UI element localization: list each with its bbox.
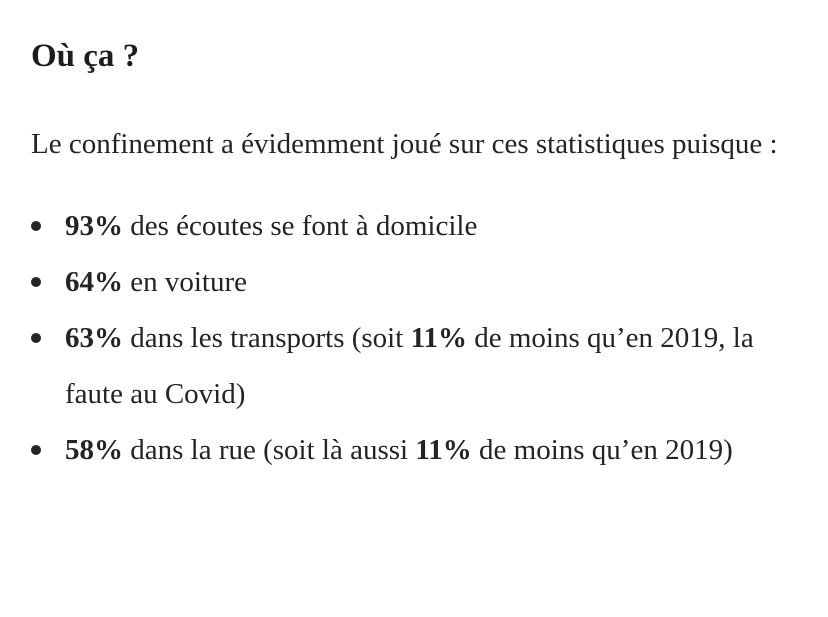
list-item-street: 58% dans la rue (soit là aussi 11% de mo… (31, 422, 811, 478)
stat-text: dans la rue (soit là aussi (123, 434, 416, 466)
list-item-home: 93% des écoutes se font à domicile (31, 198, 811, 254)
list-item-transport: 63% dans les transports (soit 11% de moi… (31, 310, 811, 422)
section-heading: Où ça ? (31, 38, 140, 74)
intro-paragraph: Le confinement a évidemment joué sur ces… (31, 116, 811, 172)
statistics-list: 93% des écoutes se font à domicile 64% e… (31, 198, 811, 478)
stat-text: des écoutes se font à domicile (123, 210, 478, 242)
stat-tail: de moins qu’en 2019, la faute au Covid) (65, 322, 754, 410)
stat-value: 58% (65, 434, 123, 466)
stat-tail: de moins qu’en 2019) (471, 434, 733, 466)
article-section: Où ça ? Le confinement a évidemment joué… (31, 32, 811, 478)
stat-text: en voiture (123, 266, 248, 298)
stat-value: 63% (65, 322, 123, 354)
stat-text: dans les transports (soit (123, 322, 411, 354)
stat-value: 93% (65, 210, 123, 242)
intro-text: Le confinement a évidemment joué sur ces… (31, 128, 778, 160)
list-item-car: 64% en voiture (31, 254, 811, 310)
stat-diff: 11% (415, 434, 472, 466)
stat-value: 64% (65, 266, 123, 298)
stat-diff: 11% (410, 322, 467, 354)
